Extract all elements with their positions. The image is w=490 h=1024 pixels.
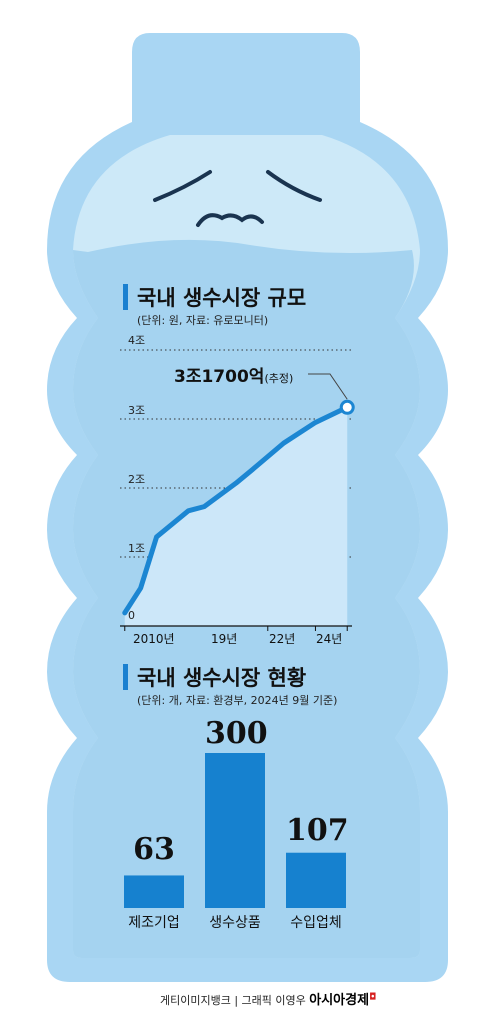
chart1-title: 국내 생수시장 규모	[137, 286, 307, 310]
bar-value-label: 107	[286, 813, 349, 848]
series-line	[122, 404, 350, 616]
worried-face	[153, 170, 322, 227]
chart2-title: 국내 생수시장 현황	[137, 666, 307, 690]
y-tick-label: 4조	[128, 334, 146, 347]
chart2-subtitle: (단위: 개, 자료: 환경부, 2024년 9월 기준)	[137, 694, 338, 707]
left-eyebrow-icon	[153, 170, 212, 202]
title-accent-bar-1	[123, 284, 128, 310]
bar-category-label: 수입업체	[290, 915, 342, 931]
bar-category-label: 제조기업	[128, 915, 180, 931]
bar	[205, 753, 265, 908]
x-tick-label: 2010년	[133, 632, 175, 646]
endpoint-marker	[339, 399, 355, 415]
title-accent-bar-2	[123, 664, 128, 690]
credit-source: 게티이미지뱅크 | 그래픽 이영우	[160, 994, 306, 1007]
peak-annotation: 3조1700억(추정)	[174, 362, 293, 387]
y-tick-label: 2조	[128, 473, 146, 486]
series-area	[124, 407, 348, 626]
x-tick-label: 24년	[316, 632, 343, 646]
credits-line: 게티이미지뱅크 | 그래픽 이영우 아시아경제◘	[160, 989, 376, 1008]
annotation-leader	[308, 373, 348, 400]
peak-note: (추정)	[264, 372, 294, 385]
bar-value-label: 63	[133, 832, 175, 867]
bar-value-label: 300	[205, 716, 268, 751]
market-size-line-chart	[120, 349, 355, 631]
y-tick-label: 3조	[128, 404, 146, 417]
worried-mouth-icon	[196, 213, 264, 227]
peak-value-label: 3조1700억	[174, 367, 265, 387]
bar	[286, 852, 346, 908]
right-eyebrow-icon	[266, 170, 322, 202]
bar-category-label: 생수상품	[209, 915, 261, 931]
brand-logo: 아시아경제	[309, 993, 370, 1008]
bar	[124, 875, 184, 908]
y-tick-label: 1조	[128, 542, 146, 555]
x-tick-label: 22년	[269, 632, 296, 646]
chart1-subtitle: (단위: 원, 자료: 유로모니터)	[137, 314, 269, 327]
y-tick-label: 0	[128, 609, 135, 622]
brand-mark-icon: ◘	[369, 992, 377, 1003]
market-status-bar-chart	[124, 753, 346, 908]
x-tick-label: 19년	[211, 632, 238, 646]
